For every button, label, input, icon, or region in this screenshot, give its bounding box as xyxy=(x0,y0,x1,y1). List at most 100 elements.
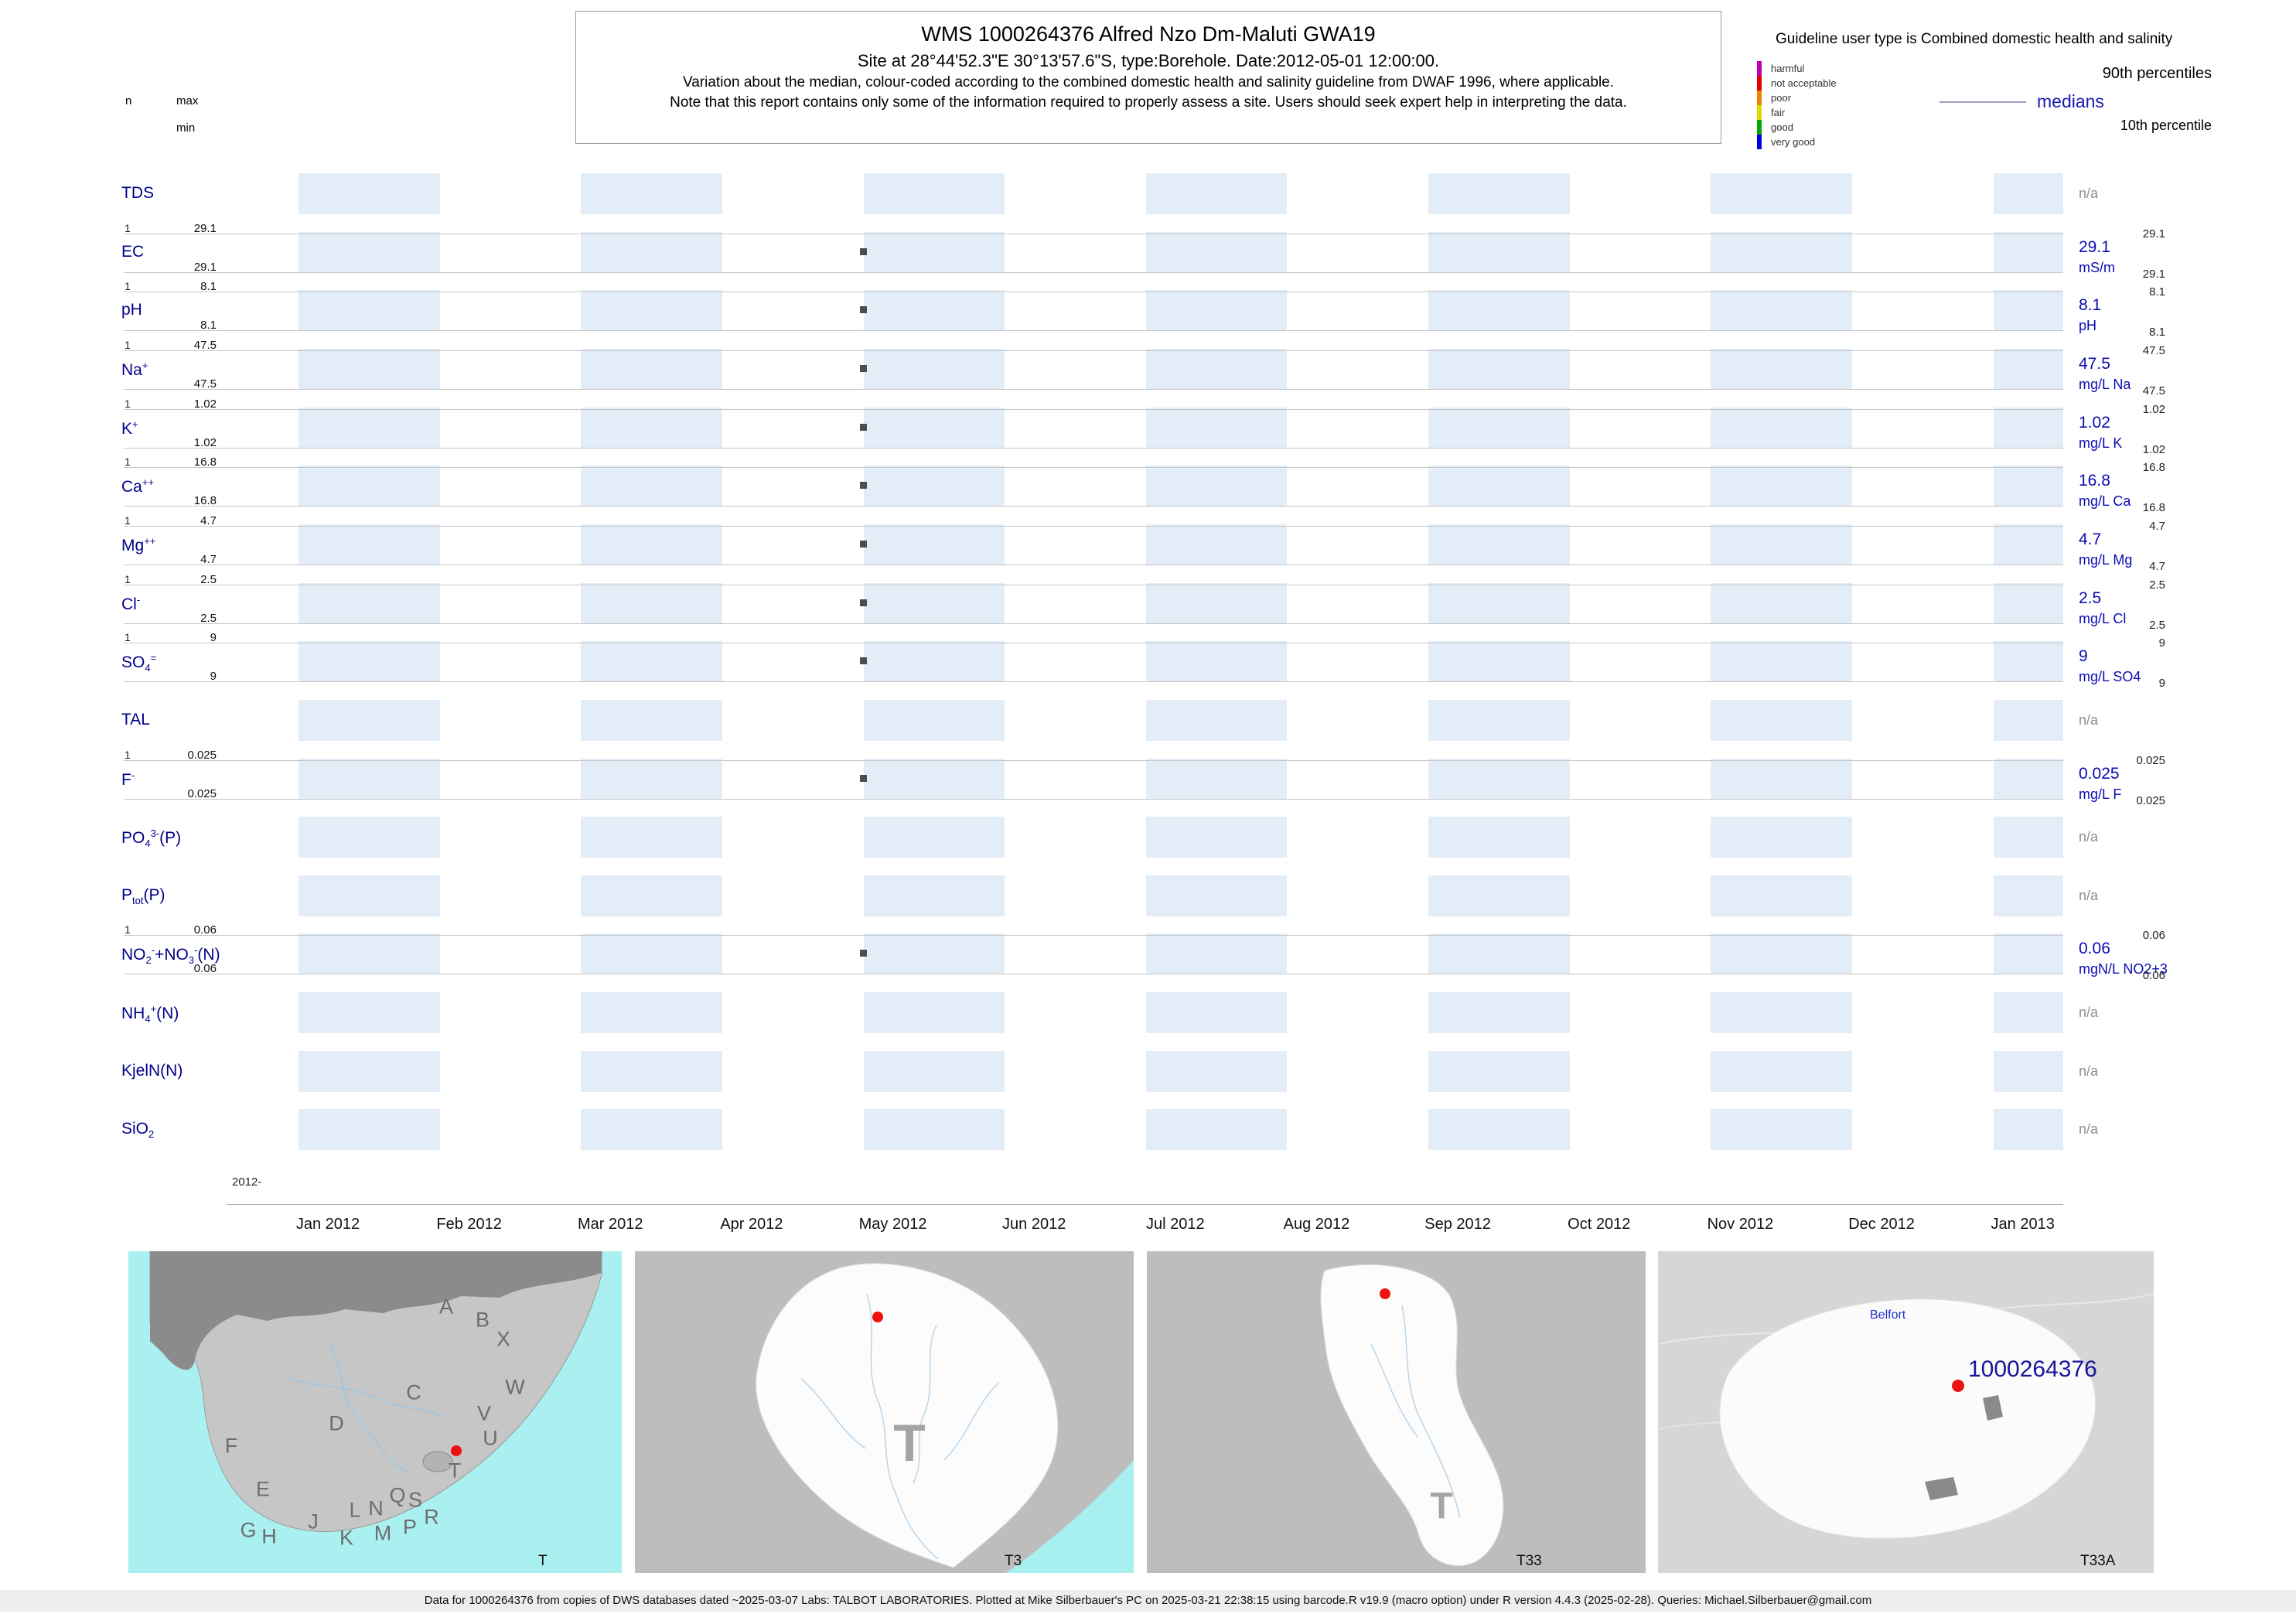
month-band xyxy=(581,933,722,975)
month-band xyxy=(1711,1050,1853,1092)
map-overlay-3: Belfort 1000264376 T33A xyxy=(1658,1251,2154,1573)
drainage-letter-J: J xyxy=(308,1510,319,1534)
max-line xyxy=(124,408,2063,410)
month-band xyxy=(863,992,1005,1034)
month-label: Mar 2012 xyxy=(578,1216,643,1233)
max-line xyxy=(124,525,2063,527)
drainage-letter-E: E xyxy=(255,1477,271,1501)
month-band xyxy=(1711,699,1853,741)
month-band xyxy=(1711,641,1853,683)
month-band xyxy=(1428,992,1570,1034)
month-band xyxy=(581,290,722,332)
month-band xyxy=(299,290,440,332)
month-band xyxy=(1993,1109,2063,1151)
param-label-f: F- xyxy=(121,769,135,789)
sample-count: 1 xyxy=(125,513,131,527)
p10-value: 0.06 xyxy=(2142,969,2165,983)
scale-color-segment xyxy=(1757,90,1762,105)
drainage-letter-M: M xyxy=(374,1521,392,1545)
sample-count: 1 xyxy=(125,748,131,761)
max-value: 47.5 xyxy=(193,338,217,352)
p10-value: 8.1 xyxy=(2149,326,2165,339)
param-row-tal: TAL n/a xyxy=(0,695,2296,754)
catchment-shape xyxy=(756,1263,1059,1568)
map-corner-label: T xyxy=(538,1553,548,1569)
scale-label: fair xyxy=(1771,107,1786,118)
site-id-label: 1000264376 xyxy=(1968,1356,2097,1382)
min-value: 0.025 xyxy=(187,786,217,800)
medians-legend-label: medians xyxy=(2037,91,2104,111)
month-band xyxy=(1428,933,1570,975)
month-label: Apr 2012 xyxy=(720,1216,783,1233)
month-band xyxy=(1711,817,1853,858)
month-band xyxy=(1711,582,1853,624)
max-line xyxy=(124,935,2063,937)
param-row-ph: pH 1 8.1 8.1 8.1 pH 8.1 8.1 xyxy=(0,280,2296,344)
drainage-letter-D: D xyxy=(329,1411,344,1435)
max-value: 0.06 xyxy=(193,923,217,937)
month-band xyxy=(1145,173,1288,214)
month-band xyxy=(1145,1050,1288,1092)
river-line xyxy=(329,1343,408,1472)
month-band xyxy=(581,699,722,741)
guideline-scale-labels: harmful not acceptable poor fair good very go… xyxy=(1771,61,1837,149)
month-label: Jan 2013 xyxy=(1991,1216,2055,1233)
month-band xyxy=(1428,524,1570,565)
p10-legend-label: 10th percentile xyxy=(2120,118,2212,133)
month-band xyxy=(581,524,722,565)
month-band xyxy=(1428,641,1570,683)
p10-value: 47.5 xyxy=(2142,384,2165,397)
param-label-no23: NO2-+NO3-(N) xyxy=(121,944,220,967)
sample-count: 1 xyxy=(125,338,131,351)
report-note-2: Note that this report contains only some… xyxy=(670,94,1627,111)
data-point xyxy=(860,774,867,782)
month-band xyxy=(299,524,440,565)
drainage-letter-Q: Q xyxy=(389,1483,406,1507)
month-band xyxy=(1428,582,1570,624)
month-label: Oct 2012 xyxy=(1568,1216,1631,1233)
scale-color-segment xyxy=(1757,61,1762,76)
drainage-letter-B: B xyxy=(475,1308,490,1332)
month-band xyxy=(863,641,1005,683)
scale-label: very good xyxy=(1771,136,1816,148)
month-band xyxy=(1711,466,1853,507)
unit-label: mg/L SO4 xyxy=(2079,669,2141,685)
month-band xyxy=(1428,173,1570,214)
site-marker-dot xyxy=(451,1445,462,1456)
month-band xyxy=(1993,817,2063,858)
sample-count: 1 xyxy=(125,631,131,644)
max-value: 9 xyxy=(210,631,217,645)
min-value: 2.5 xyxy=(200,611,217,625)
map-catchment-T3: T T33 xyxy=(1147,1251,1646,1573)
key-max-label: max xyxy=(176,94,199,107)
drainage-letter-L: L xyxy=(349,1498,361,1522)
map-catchment-T33A: Belfort 1000264376 T33A xyxy=(1658,1251,2154,1573)
month-band xyxy=(1711,407,1853,449)
month-band xyxy=(1145,466,1288,507)
p10-value: 16.8 xyxy=(2142,501,2165,515)
median-na-tds: n/a xyxy=(2079,186,2099,201)
town-label: Belfort xyxy=(1870,1308,1906,1322)
p90-value: 4.7 xyxy=(2149,519,2165,533)
month-band xyxy=(1428,407,1570,449)
month-band xyxy=(1145,348,1288,390)
month-band xyxy=(299,699,440,741)
max-value: 0.025 xyxy=(187,748,217,762)
month-band xyxy=(1711,875,1853,916)
data-point xyxy=(860,423,867,431)
month-band xyxy=(1428,1050,1570,1092)
data-point xyxy=(860,950,867,957)
month-band xyxy=(1993,231,2063,273)
month-band xyxy=(863,290,1005,332)
month-label: Aug 2012 xyxy=(1283,1216,1350,1233)
month-band xyxy=(581,407,722,449)
min-value: 8.1 xyxy=(200,319,217,333)
data-point xyxy=(860,599,867,606)
month-band xyxy=(1145,817,1288,858)
map-overlay-2: T T33 xyxy=(1147,1251,1646,1573)
max-value: 4.7 xyxy=(200,513,217,527)
x-axis-origin-label: 2012- xyxy=(232,1175,262,1189)
month-band xyxy=(581,173,722,214)
month-band xyxy=(1711,290,1853,332)
